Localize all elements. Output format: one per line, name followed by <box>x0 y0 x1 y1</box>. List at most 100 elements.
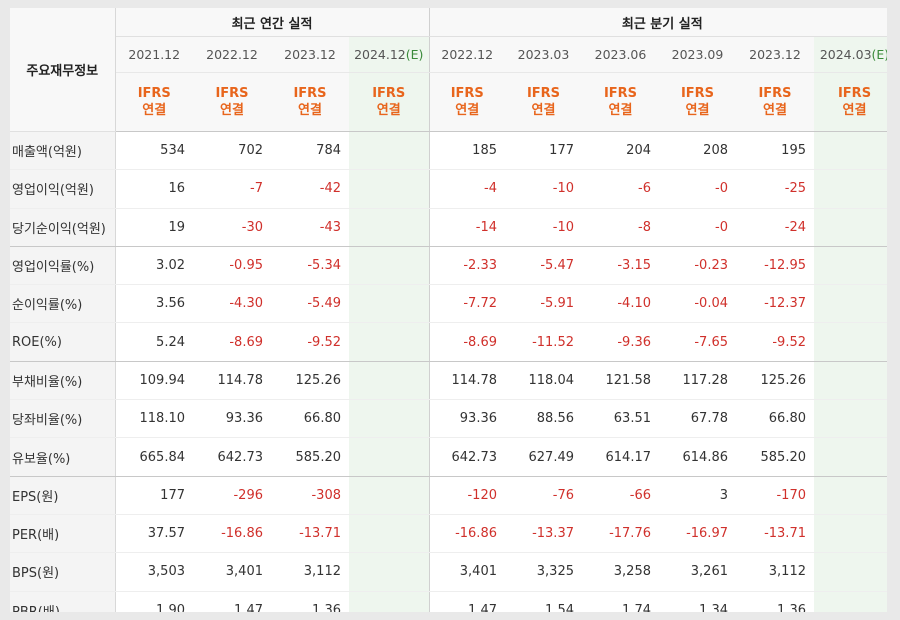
annual-value-cell: 3.02 <box>115 246 193 286</box>
period-header-row: 2021.12 2022.12 2023.12 2024.12(E) 2022.12 20… <box>10 36 887 73</box>
row-label: 유보율(%) <box>10 437 116 477</box>
annual-value-cell: -5.34 <box>271 246 349 286</box>
period-header: 2024.03(E) <box>814 36 887 73</box>
annual-value-cell: -308 <box>271 476 349 515</box>
quarterly-value-cell: 204 <box>582 131 659 171</box>
table-row: EPS(원) 177 -296 -308 -120 -76 -66 3 -170 <box>10 476 887 515</box>
annual-value-cell: -8.69 <box>193 322 271 362</box>
basis-consolidation: 연결 <box>531 103 556 118</box>
quarterly-value-cell <box>814 208 887 247</box>
quarterly-value-cell: -12.95 <box>736 246 814 286</box>
basis-header: IFRS 연결 <box>428 72 505 132</box>
annual-value-cell: -42 <box>271 169 349 209</box>
quarterly-value-cell: -17.76 <box>582 514 659 554</box>
financial-summary-table: 주요재무정보 최근 연간 실적 최근 분기 실적 2021.12 2022.12 2… <box>10 8 887 612</box>
quarterly-value-cell <box>814 399 887 439</box>
quarterly-value-cell: -0 <box>659 208 736 247</box>
quarterly-value-cell: 1.47 <box>428 591 505 612</box>
annual-value-cell: 585.20 <box>271 437 349 477</box>
basis-header-row: IFRS 연결 IFRS 연결 IFRS 연결 IFRS 연결 IFRS 연결 IFRS 연결 IFRS… <box>10 72 887 132</box>
basis-consolidation: 연결 <box>685 103 710 118</box>
quarterly-value-cell: -0 <box>659 169 736 209</box>
annual-value-cell: -43 <box>271 208 349 247</box>
quarterly-value-cell: 614.17 <box>582 437 659 477</box>
annual-value-cell: 1.90 <box>115 591 193 612</box>
row-label: 영업이익(억원) <box>10 169 116 209</box>
annual-value-cell: 16 <box>115 169 193 209</box>
quarterly-value-cell: 627.49 <box>505 437 582 477</box>
basis-consolidation: 연결 <box>220 103 244 118</box>
quarterly-value-cell: 125.26 <box>736 361 814 401</box>
quarterly-value-cell: -7.65 <box>659 322 736 362</box>
table-row: ROE(%) 5.24 -8.69 -9.52 -8.69 -11.52 -9.36 -7.6… <box>10 322 887 362</box>
quarterly-value-cell: -13.71 <box>736 514 814 554</box>
basis-consolidation: 연결 <box>142 103 167 118</box>
quarterly-value-cell: 1.36 <box>736 591 814 612</box>
annual-value-cell: -30 <box>193 208 271 247</box>
row-label: 매출액(억원) <box>10 131 116 171</box>
annual-value-cell <box>349 399 429 439</box>
quarterly-value-cell: 63.51 <box>582 399 659 439</box>
annual-value-cell: -16.86 <box>193 514 271 554</box>
quarterly-value-cell: 3,325 <box>505 552 582 592</box>
quarterly-value-cell: 66.80 <box>736 399 814 439</box>
period-header: 2021.12 <box>115 36 193 73</box>
basis-header: IFRS 연결 <box>193 72 271 132</box>
quarterly-value-cell: -9.52 <box>736 322 814 362</box>
table-row: 유보율(%) 665.84 642.73 585.20 642.73 627.49 614.… <box>10 437 887 477</box>
quarterly-value-cell: 614.86 <box>659 437 736 477</box>
quarterly-value-cell: 3,112 <box>736 552 814 592</box>
annual-value-cell: 702 <box>193 131 271 171</box>
annual-value-cell <box>349 208 429 247</box>
quarterly-value-cell: -25 <box>736 169 814 209</box>
quarterly-value-cell <box>814 514 887 554</box>
table-row: 부채비율(%) 109.94 114.78 125.26 114.78 118.04 121… <box>10 361 887 401</box>
quarterly-value-cell: -16.97 <box>659 514 736 554</box>
basis-consolidation: 연결 <box>842 103 867 118</box>
quarterly-value-cell: -8 <box>582 208 659 247</box>
basis-header: IFRS 연결 <box>115 72 193 132</box>
period-header: 2022.12 <box>193 36 271 73</box>
period-header: 2023.12 <box>736 36 814 73</box>
annual-value-cell <box>349 591 429 612</box>
basis-standard: IFRS <box>450 86 484 101</box>
quarterly-value-cell: 118.04 <box>505 361 582 401</box>
quarterly-value-cell <box>814 476 887 515</box>
quarterly-value-cell: -120 <box>428 476 505 515</box>
quarterly-value-cell <box>814 131 887 171</box>
annual-value-cell <box>349 169 429 209</box>
basis-standard: IFRS <box>680 86 715 101</box>
basis-standard: IFRS <box>372 86 406 101</box>
row-label: PER(배) <box>10 514 116 554</box>
annual-group-title: 최근 연간 실적 <box>115 8 429 37</box>
quarterly-value-cell: 1.74 <box>582 591 659 612</box>
period-header: 2023.12 <box>271 36 349 73</box>
quarterly-value-cell: 195 <box>736 131 814 171</box>
annual-value-cell: 665.84 <box>115 437 193 477</box>
row-label: BPS(원) <box>10 552 116 592</box>
quarterly-value-cell: 642.73 <box>428 437 505 477</box>
quarterly-value-cell: 3,258 <box>582 552 659 592</box>
period-header: 2022.12 <box>428 36 505 73</box>
quarterly-value-cell: -76 <box>505 476 582 515</box>
quarterly-value-cell: -5.91 <box>505 284 582 324</box>
quarterly-value-cell: 67.78 <box>659 399 736 439</box>
quarterly-value-cell <box>814 169 887 209</box>
annual-value-cell: 93.36 <box>193 399 271 439</box>
period-header: 2023.09 <box>659 36 736 73</box>
basis-standard: IFRS <box>526 86 561 101</box>
annual-value-cell <box>349 322 429 362</box>
quarterly-value-cell: -7.72 <box>428 284 505 324</box>
period-header: 2023.06 <box>582 36 659 73</box>
row-label: 부채비율(%) <box>10 361 116 401</box>
quarterly-value-cell: -5.47 <box>505 246 582 286</box>
annual-value-cell <box>349 131 429 171</box>
basis-header: IFRS 연결 <box>736 72 814 132</box>
row-label: EPS(원) <box>10 476 116 515</box>
annual-value-cell: 3,401 <box>193 552 271 592</box>
quarterly-value-cell: -3.15 <box>582 246 659 286</box>
basis-header: IFRS 연결 <box>814 72 887 132</box>
quarterly-value-cell <box>814 437 887 477</box>
quarterly-value-cell: 3,261 <box>659 552 736 592</box>
quarterly-value-cell: 1.34 <box>659 591 736 612</box>
